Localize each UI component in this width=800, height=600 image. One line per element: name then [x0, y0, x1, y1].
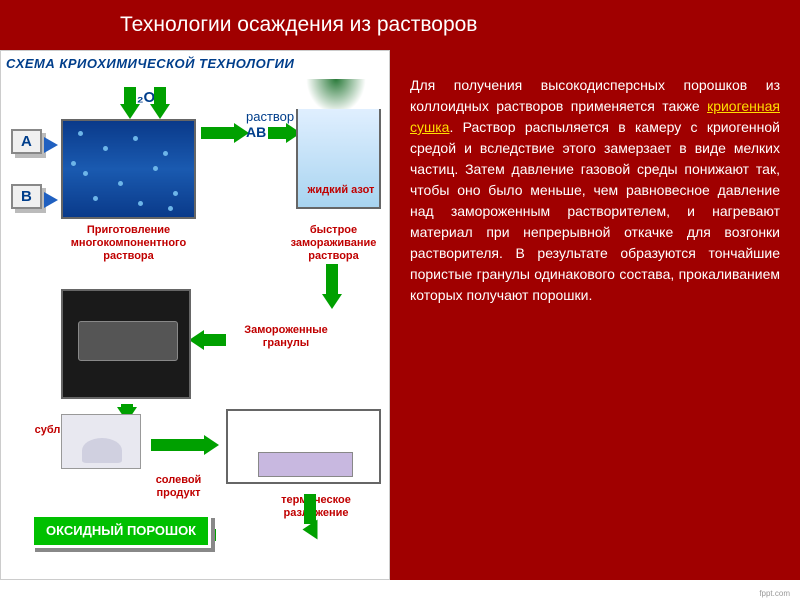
ab-label: АВ [246, 124, 266, 140]
text-panel: Для получения высокодисперсных порошков … [390, 50, 800, 580]
caption-thermal: термическое разложение [266, 494, 366, 520]
ab-top-label: раствор [246, 109, 294, 124]
salt-product-img [61, 414, 141, 469]
caption-prep: Приготовление многокомпонентного раствор… [61, 224, 196, 264]
body-paragraph: Для получения высокодисперсных порошков … [410, 75, 780, 306]
header-bar: Технологии осаждения из растворов [0, 0, 800, 50]
result-text: ОКСИДНЫЙ ПОРОШОК [46, 523, 196, 539]
page-title: Технологии осаждения из растворов [120, 13, 477, 37]
footer-credit: fppt.com [759, 589, 790, 598]
caption-salt: солевой продукт [146, 474, 211, 500]
solution-box [61, 119, 196, 219]
tray-box [226, 409, 381, 484]
beaker-label: жидкий азот [306, 184, 376, 196]
diagram-panel: СХЕМА КРИОХИМИЧЕСКОЙ ТЕХНОЛОГИИ А В H₂O [0, 50, 390, 580]
scheme-title: СХЕМА КРИОХИМИЧЕСКОЙ ТЕХНОЛОГИИ [6, 56, 384, 71]
input-a-box: А [11, 129, 42, 154]
caption-freeze: быстрое замораживание раствора [286, 224, 381, 264]
input-b-box: В [11, 184, 42, 209]
result-box: ОКСИДНЫЙ ПОРОШОК [31, 514, 211, 548]
caption-granules: Замороженные гранулы [236, 324, 336, 350]
freezer-box [61, 289, 191, 399]
